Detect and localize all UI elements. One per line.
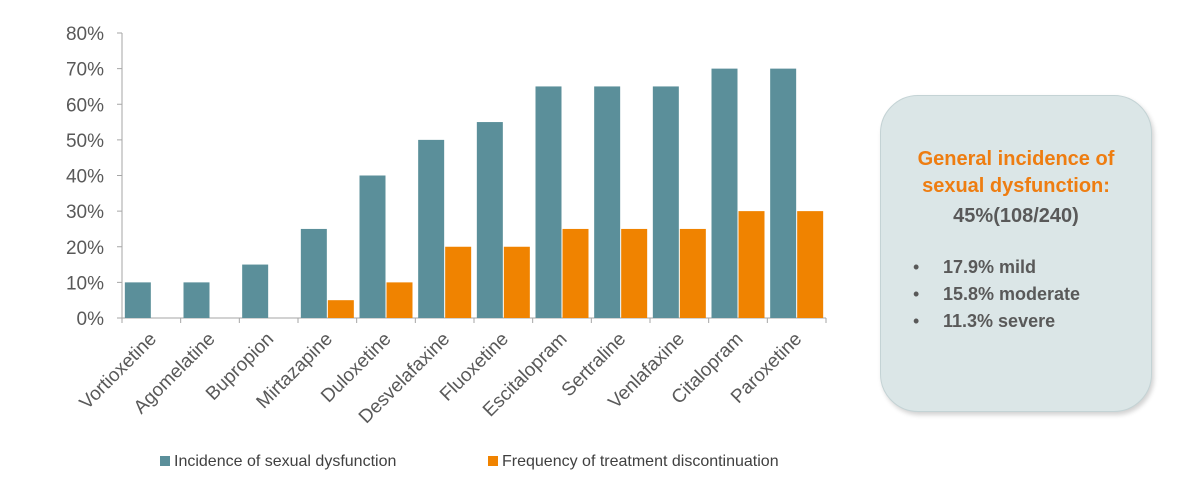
bar-incidence-desvelafaxine [418,139,445,318]
bar-discontinuation-sertraline [621,228,648,318]
bullet-icon: • [913,311,920,331]
y-tick-label: 20% [66,238,104,259]
y-tick-label: 10% [66,273,104,294]
summary-total: 45%(108/240) [953,205,1079,227]
severity-item-mild: • 17.9% mild [913,254,1151,281]
severity-item-moderate: • 15.8% moderate [913,281,1151,308]
y-tick-label: 40% [66,167,104,188]
severity-list: • 17.9% mild • 15.8% moderate • 11.3% se… [913,254,1151,335]
legend-label-discontinuation: Frequency of treatment discontinuation [502,453,779,470]
y-tick-label: 0% [77,309,105,330]
bar-discontinuation-escitalopram [562,228,589,318]
y-tick-label: 80% [66,24,104,45]
bar-discontinuation-fluoxetine [503,246,530,318]
bar-incidence-sertraline [594,86,621,318]
legend-swatch-discontinuation [488,456,498,466]
legend-label-incidence: Incidence of sexual dysfunction [174,453,396,470]
severity-label: 15.8% moderate [943,284,1081,304]
bullet-icon: • [913,284,920,304]
bar-chart: 0%10%20%30%40%50%60%70%80%VortioxetineAg… [66,24,827,470]
summary-title: General incidence of sexual dysfunction: [917,148,1115,197]
bar-incidence-citalopram [711,68,738,318]
bar-incidence-vortioxetine [124,282,151,318]
bar-discontinuation-paroxetine [797,211,824,318]
y-tick-label: 50% [66,131,104,152]
bar-incidence-mirtazapine [300,228,327,318]
incidence-summary-card: General incidence of sexual dysfunction:… [880,95,1152,412]
y-tick-label: 70% [66,60,104,81]
severity-label: 11.3% severe [943,311,1056,331]
bar-incidence-duloxetine [359,175,386,318]
bar-incidence-escitalopram [535,86,562,318]
bullet-icon: • [913,257,920,277]
bar-incidence-paroxetine [770,68,797,318]
bar-incidence-agomelatine [183,282,210,318]
legend-swatch-incidence [160,456,170,466]
bar-discontinuation-citalopram [738,211,765,318]
bar-discontinuation-desvelafaxine [445,246,472,318]
bar-discontinuation-duloxetine [386,282,413,318]
bar-incidence-fluoxetine [476,122,503,318]
bar-incidence-venlafaxine [652,86,679,318]
y-tick-label: 30% [66,202,104,223]
bar-incidence-bupropion [242,264,269,318]
y-tick-label: 60% [66,95,104,116]
severity-label: 17.9% mild [943,257,1037,277]
bar-discontinuation-mirtazapine [327,300,354,318]
severity-item-severe: • 11.3% severe [913,308,1151,335]
bar-discontinuation-venlafaxine [679,228,706,318]
